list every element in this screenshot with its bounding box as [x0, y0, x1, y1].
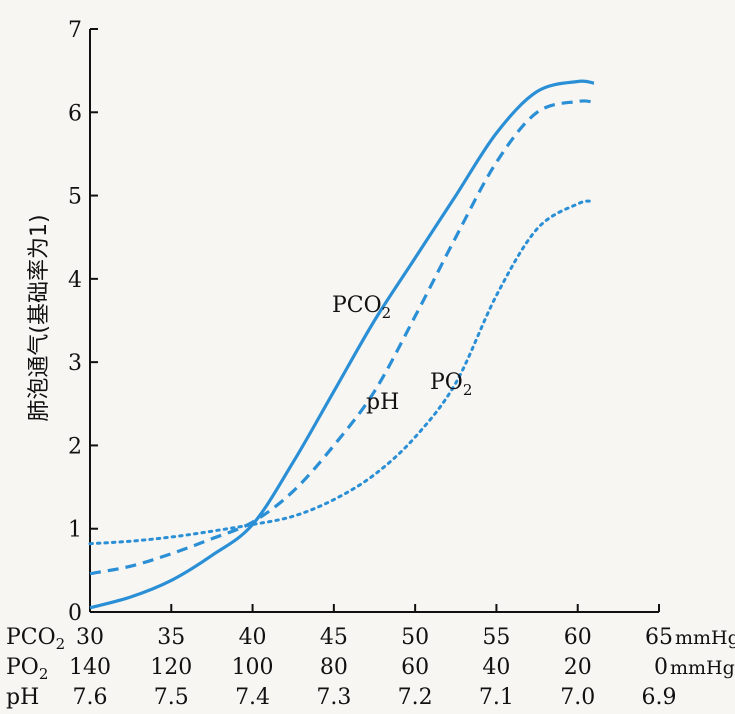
y-tick-label: 7 [68, 18, 82, 43]
x-tick-label: 35 [157, 625, 185, 650]
x-tick-label: 100 [232, 655, 274, 680]
y-tick-label: 1 [68, 518, 82, 543]
x-axis-name: pH [6, 685, 39, 710]
x-tick-label: 20 [564, 655, 592, 680]
x-tick-label: 55 [482, 625, 510, 650]
series-label-po2: PO2 [430, 370, 472, 399]
x-tick-label: 140 [69, 655, 111, 680]
curve-labels-group: PCO2 pH PO2 [332, 293, 472, 415]
x-tick-label: 60 [564, 625, 592, 650]
series-line-pco2 [89, 79, 595, 610]
x-tick-label: 60 [401, 655, 429, 680]
y-tick-label: 4 [68, 268, 82, 293]
series-line-ph [89, 99, 595, 576]
x-tick-label: 30 [76, 625, 104, 650]
axes-group: 0 1 2 3 4 5 6 7 [68, 18, 660, 626]
x-tick-label: 7.2 [398, 685, 433, 710]
x-tick-label: 50 [401, 625, 429, 650]
x-tick-label: 6.9 [642, 685, 677, 710]
x-tick-label: 120 [150, 655, 192, 680]
y-tick-label: 2 [68, 434, 82, 459]
x-tick-label: 7.0 [560, 685, 595, 710]
x-axis-name: PCO2 [6, 625, 65, 653]
x-tick-label: 40 [482, 655, 510, 680]
x-tick-label: 7.5 [154, 685, 189, 710]
series-label-ph: pH [366, 390, 399, 415]
series-label-pco2: PCO2 [332, 293, 391, 322]
x-tick-labels-group: PCO2 30 35 40 45 50 55 60 65 mmHg PO2 140 120 100 80 60… [6, 625, 735, 710]
y-tick-label: 3 [68, 351, 82, 376]
x-tick-label: 45 [320, 625, 348, 650]
y-tick-label: 5 [68, 185, 82, 210]
x-tick-label: 0 mmHg [654, 655, 735, 680]
x-tick-label: 7.4 [235, 685, 270, 710]
x-tick-label: 80 [320, 655, 348, 680]
y-tick-label: 0 [68, 601, 82, 626]
x-tick-label: 65 mmHg [645, 625, 735, 650]
curves-group [88, 79, 596, 610]
x-tick-label: 40 [239, 625, 267, 650]
x-tick-label: 7.1 [479, 685, 514, 710]
x-tick-label: 7.6 [73, 685, 108, 710]
x-tick-label: 7.3 [316, 685, 351, 710]
y-axis-label: 肺泡通气(基础率为1) [27, 214, 52, 421]
series-line-po2 [88, 199, 596, 546]
y-tick-label: 6 [68, 101, 82, 126]
x-axis-name: PO2 [6, 655, 48, 683]
